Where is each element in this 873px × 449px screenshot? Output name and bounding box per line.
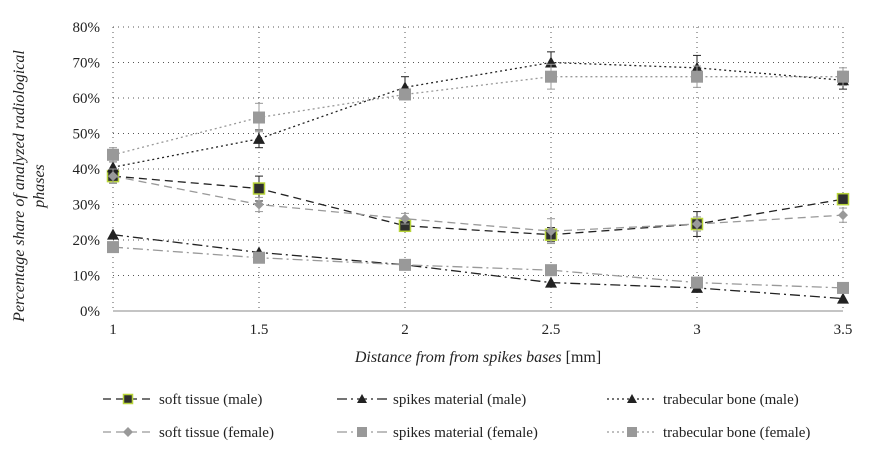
data-point [546,226,556,237]
y-tick-label: 30% [73,198,101,214]
data-point [122,393,134,405]
data-point [253,251,265,264]
data-point [545,264,557,277]
y-axis-ticks: 0% 10% 20% 30% 40% 50% 60% 70% 80% [73,20,101,320]
legend-label: trabecular bone (female) [663,425,810,441]
data-point [108,171,118,182]
legend-label: soft tissue (female) [159,425,274,441]
data-point [357,427,367,437]
legend-item: spikes material (male) [337,392,526,408]
legend-label: trabecular bone (male) [663,392,799,408]
y-tick-label: 0% [80,304,100,320]
data-point [545,70,557,83]
x-tick-label: 2.5 [542,322,561,338]
x-tick-label: 2 [401,322,409,338]
x-axis-ticks: 1 1.5 2 2.5 3 3.5 [109,322,852,338]
grid-lines [112,26,844,311]
x-tick-label: 1.5 [250,322,269,338]
legend-label: spikes material (female) [393,425,538,441]
x-axis-title: Distance from from spikes bases [mm] [354,349,601,366]
data-point [107,241,119,254]
y-axis-title-line1: Percentage share of analyzed radiologica… [11,50,28,323]
data-point [123,427,133,437]
y-tick-label: 20% [73,233,101,249]
y-tick-label: 50% [73,127,101,143]
data-point [692,219,702,230]
y-axis-title-line2: phases [31,164,48,209]
data-point [357,394,367,403]
x-axis-title-main: Distance from from spikes bases [354,349,562,366]
legend-label: spikes material (male) [393,392,526,408]
data-point [252,182,266,195]
x-tick-label: 1 [109,322,117,338]
series-line [112,175,844,232]
data-point [545,276,557,288]
y-tick-label: 40% [73,162,101,178]
data-point [107,148,119,161]
legend-item: soft tissue (female) [103,425,274,441]
series-spikes-material-female [107,241,849,294]
data-point [836,192,850,206]
data-point [399,88,411,101]
y-tick-label: 70% [73,56,101,72]
data-point [627,394,637,403]
series-line [112,234,844,300]
data-point [837,281,849,294]
data-point [691,70,703,83]
series-soft-tissue-male [106,168,850,243]
data-point [107,228,119,240]
series-line [112,61,844,168]
legend-label: soft tissue (male) [159,392,262,408]
data-point [627,427,637,437]
data-point [399,258,411,271]
series-line [112,76,843,156]
data-point [837,292,849,304]
series-trabecular-bone-female [107,63,849,163]
legend-item: soft tissue (male) [103,392,262,408]
data-point [253,132,265,144]
legend-item: trabecular bone (female) [607,425,810,441]
x-tick-label: 3 [693,322,701,338]
y-tick-label: 10% [73,269,101,285]
data-point [838,210,848,221]
series-layer [106,51,850,304]
series-soft-tissue-female [108,168,848,245]
data-point [254,199,264,210]
legend: soft tissue (male) spikes material (male)… [103,392,810,441]
series-line [112,175,844,236]
y-tick-label: 80% [73,20,101,36]
legend-item: trabecular bone (male) [607,392,799,408]
series-trabecular-bone-male [107,51,849,174]
y-tick-label: 60% [73,91,101,107]
x-axis-title-unit: [mm] [562,349,602,366]
legend-item: spikes material (female) [337,425,538,441]
x-tick-label: 3.5 [834,322,853,338]
series-line [112,246,844,289]
data-point [400,213,410,224]
data-point [837,70,849,83]
data-point [691,276,703,289]
data-point [253,111,265,124]
